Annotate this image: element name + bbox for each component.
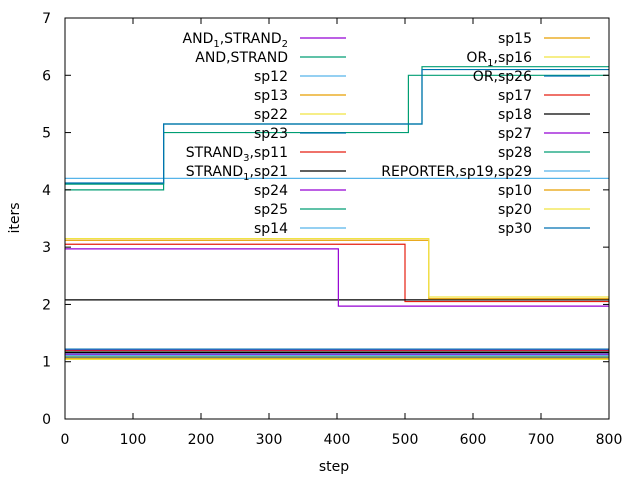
legend-label: AND,STRAND: [195, 50, 288, 66]
legend-label: sp22: [254, 107, 288, 123]
legend-label: sp17: [498, 88, 532, 104]
x-tick-label: 700: [528, 432, 555, 448]
legend-label: REPORTER,sp19,sp29: [381, 164, 532, 180]
legend-label: sp15: [498, 31, 532, 47]
legend-item: sp23: [254, 126, 346, 142]
legend-label: sp30: [498, 221, 532, 237]
legend-label: sp20: [498, 202, 532, 218]
legend-item: AND,STRAND: [195, 50, 346, 66]
legend-item: sp12: [254, 69, 346, 85]
series-line: [65, 248, 609, 307]
legend-label: STRAND1,sp21: [186, 164, 288, 183]
legend-item: sp10: [498, 183, 590, 199]
x-tick-label: 800: [596, 432, 623, 448]
legend-item: sp18: [498, 107, 590, 123]
y-tick-label: 7: [42, 11, 51, 27]
legend-item: sp14: [254, 221, 346, 237]
legend-label: sp24: [254, 183, 288, 199]
legend-item: STRAND1,sp21: [186, 164, 346, 183]
legend-label: sp10: [498, 183, 532, 199]
legend-label: sp13: [254, 88, 288, 104]
legend-item: REPORTER,sp19,sp29: [381, 164, 590, 180]
legend-item: sp13: [254, 88, 346, 104]
y-tick-label: 2: [42, 297, 51, 313]
legend-label: OR,sp26: [473, 69, 532, 85]
legend-item: sp27: [498, 126, 590, 142]
legend-label: sp18: [498, 107, 532, 123]
legend-item: OR,sp26: [473, 69, 590, 85]
y-tick-label: 6: [42, 68, 51, 84]
x-tick-label: 200: [188, 432, 215, 448]
x-tick-label: 0: [61, 432, 70, 448]
legend-label: OR1,sp16: [466, 50, 532, 69]
y-tick-label: 1: [42, 355, 51, 371]
series-line: [65, 243, 609, 303]
legend-item: sp22: [254, 107, 346, 123]
legend-item: STRAND3,sp11: [186, 145, 346, 164]
x-tick-label: 300: [256, 432, 283, 448]
legend-item: OR1,sp16: [466, 50, 590, 69]
y-tick-label: 0: [42, 412, 51, 428]
legend-label: STRAND3,sp11: [186, 145, 288, 164]
x-tick-label: 600: [460, 432, 487, 448]
legend-label: sp28: [498, 145, 532, 161]
legend-label: sp12: [254, 69, 288, 85]
series-layer: [65, 66, 609, 361]
legend-item: sp24: [254, 183, 346, 199]
y-tick-label: 4: [42, 183, 51, 199]
legend-item: sp20: [498, 202, 590, 218]
x-tick-label: 100: [120, 432, 147, 448]
x-axis-label: step: [319, 459, 349, 475]
legend-item: sp17: [498, 88, 590, 104]
legend-item: sp25: [254, 202, 346, 218]
series-line: [65, 237, 609, 298]
legend-label: AND1,STRAND2: [183, 31, 288, 50]
y-tick-label: 5: [42, 126, 51, 142]
legend-item: sp30: [498, 221, 590, 237]
legend-label: sp25: [254, 202, 288, 218]
legend-item: sp15: [498, 31, 590, 47]
series-line: [65, 68, 609, 184]
x-tick-label: 500: [392, 432, 419, 448]
x-tick-label: 400: [324, 432, 351, 448]
legend-item: sp28: [498, 145, 590, 161]
legend-item: AND1,STRAND2: [183, 31, 346, 50]
y-tick-label: 3: [42, 240, 51, 256]
legend-label: sp14: [254, 221, 288, 237]
legend-label: sp23: [254, 126, 288, 142]
axis-ticks: 0 100 200 300 400 500 600 700 800 0 1 2 3 4 5 6 7: [42, 11, 622, 448]
series-line: [65, 74, 609, 191]
y-axis-label: iters: [7, 202, 23, 233]
legend-label: sp27: [498, 126, 532, 142]
